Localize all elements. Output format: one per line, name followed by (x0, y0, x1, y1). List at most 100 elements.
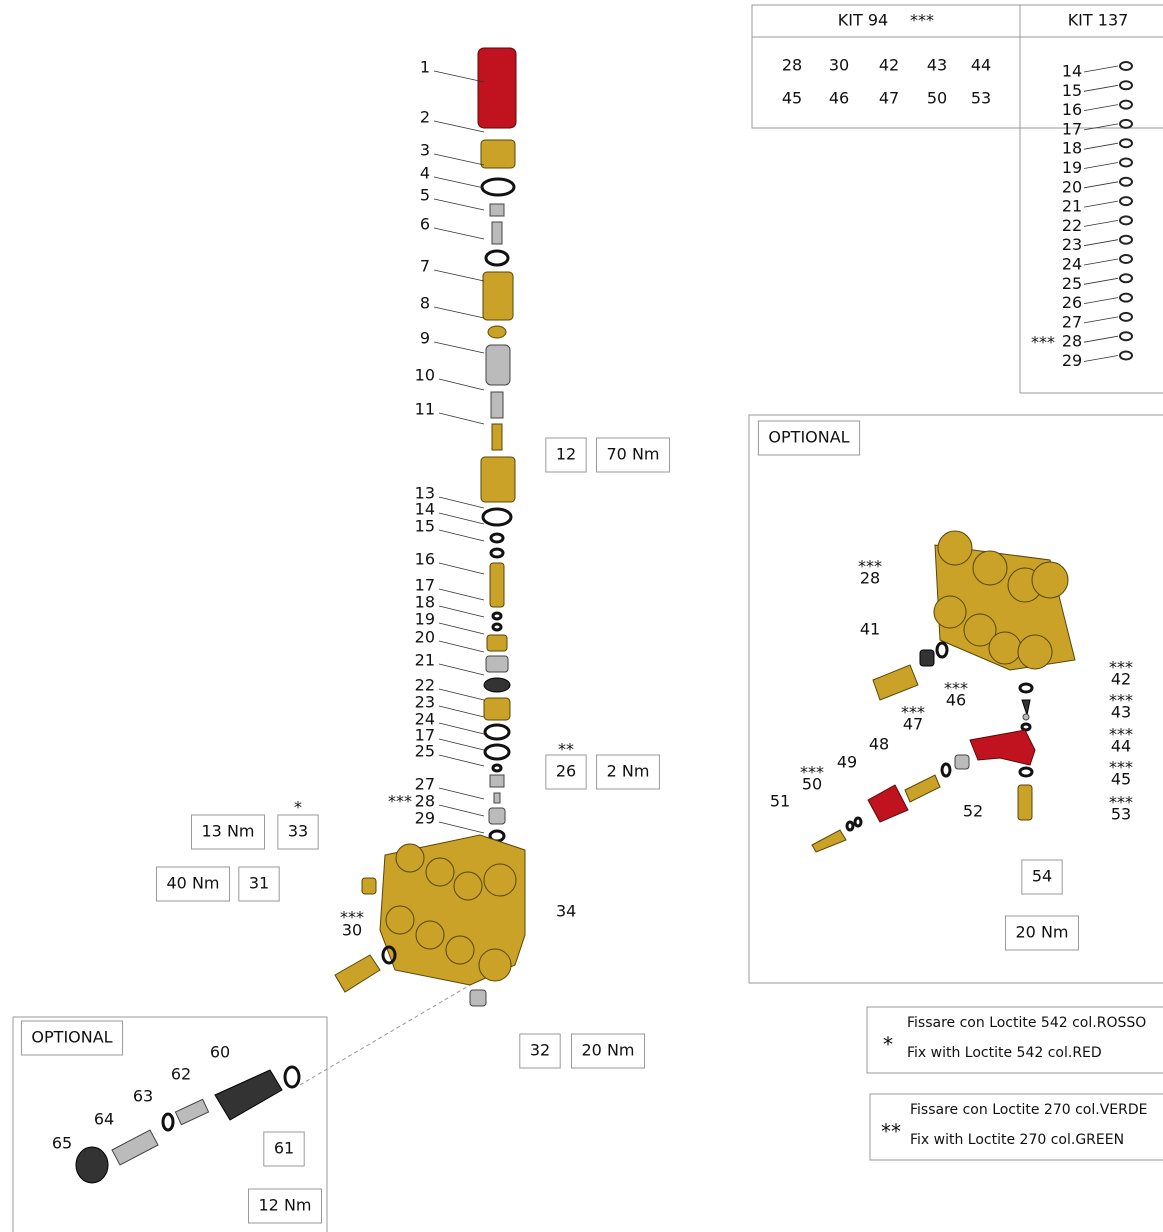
kit-item: 45 (782, 89, 802, 108)
kit-item: 42 (879, 56, 899, 75)
callout-label: 23 (415, 693, 435, 712)
callout-label: 65 (52, 1134, 72, 1153)
callout-label: *** (1109, 658, 1133, 677)
callout-label: 18 (415, 593, 435, 612)
parts (75, 47, 1076, 1184)
label-box (757, 420, 861, 456)
kit-item: 22 (1062, 216, 1082, 235)
callout-label: 24 (415, 710, 435, 729)
note-text: Fix with Loctite 270 col.GREEN (910, 1132, 1124, 1148)
callout-label: *** (340, 908, 364, 927)
label-box (596, 754, 660, 790)
kit-part (1119, 80, 1133, 91)
label-box (571, 1033, 645, 1069)
boxed-label: 32 (530, 1041, 550, 1060)
leader-line (438, 738, 485, 751)
kit-item: 27 (1062, 312, 1082, 331)
callout-label: 17 (415, 576, 435, 595)
leader-line (1083, 316, 1119, 324)
kit-item: 25 (1062, 274, 1082, 293)
kit-item: 44 (971, 56, 991, 75)
kit-item: 14 (1062, 62, 1082, 81)
callout-label: 17 (415, 726, 435, 745)
kit-item: 43 (927, 56, 947, 75)
callout-label: 27 (415, 775, 435, 794)
label-box (156, 866, 230, 902)
leader-line (438, 378, 485, 391)
leader-line (1083, 104, 1119, 111)
leader-line (1083, 239, 1119, 247)
callout-label: 15 (415, 517, 435, 536)
callout-label: 47 (903, 715, 923, 734)
leader-line (1083, 335, 1119, 343)
kit-item: 50 (927, 89, 947, 108)
boxed-label: 13 Nm (202, 822, 255, 841)
leader-line (438, 821, 485, 834)
leader-line (438, 588, 485, 601)
callout-label: *** (1109, 725, 1133, 744)
label-box (596, 437, 670, 473)
callout-label: 51 (770, 792, 790, 811)
label-box (545, 437, 587, 473)
kit-mark: *** (910, 11, 934, 30)
boxed-label: 26 (556, 762, 576, 781)
boxed-label: 54 (1032, 867, 1052, 886)
kit-item: 28 (782, 56, 802, 75)
leader-line (1083, 162, 1119, 169)
callout-label: 22 (415, 676, 435, 695)
leader-line (433, 269, 485, 282)
kit-part (1119, 138, 1133, 149)
callout-label: * (294, 798, 302, 817)
callout-label: 1 (420, 58, 430, 77)
callout-label: 5 (420, 186, 430, 205)
callout-label: *** (800, 763, 824, 782)
label-box (248, 1188, 322, 1224)
kit-item: 17 (1062, 119, 1082, 138)
leader-line (433, 306, 485, 319)
label-box (263, 1131, 305, 1167)
leader-line (438, 754, 485, 767)
kit-title: KIT 137 (1068, 11, 1129, 30)
boxed-label: OPTIONAL (768, 428, 849, 447)
callout-label: 9 (420, 329, 430, 348)
callout-label: 13 (415, 484, 435, 503)
callout-label: 46 (946, 691, 966, 710)
kit-part (1119, 118, 1133, 129)
callout-label: 42 (1111, 670, 1131, 689)
leader-line (1083, 258, 1119, 266)
boxed-label: 12 (556, 445, 576, 464)
boxed-label: 31 (249, 874, 269, 893)
leader-line (438, 529, 485, 542)
note-mark: ** (881, 1120, 901, 1144)
callout-label: *** (1109, 793, 1133, 812)
kit-item: 53 (971, 89, 991, 108)
callout-label: 50 (802, 775, 822, 794)
callout-label: 60 (210, 1043, 230, 1062)
kit-item: 30 (829, 56, 849, 75)
kit-part (1119, 99, 1133, 110)
boxed-label: 12 Nm (259, 1196, 312, 1215)
callout-label: 21 (415, 651, 435, 670)
callout-label: *** (1109, 691, 1133, 710)
kit-part (1119, 331, 1133, 342)
kit-part (1119, 196, 1133, 207)
callout-label: 14 (415, 500, 435, 519)
callout-label: 28 (860, 569, 880, 588)
callout-label: 28 (415, 792, 435, 811)
callout-label: 44 (1111, 737, 1131, 756)
leader-line (1083, 220, 1119, 227)
kit-part (1119, 292, 1133, 303)
leader-line (438, 663, 485, 676)
callout-label: 64 (94, 1110, 114, 1129)
callout-label: 6 (420, 215, 430, 234)
callout-label: 62 (171, 1065, 191, 1084)
boxed-label: 2 Nm (607, 762, 650, 781)
leader-line (1083, 142, 1119, 150)
kit-item: 28 (1062, 332, 1082, 351)
kit-part (1119, 176, 1133, 187)
callout-label: 8 (420, 294, 430, 313)
leader-line (1083, 181, 1119, 189)
leader-line (1083, 355, 1119, 362)
callout-label: 4 (420, 164, 430, 183)
leader-line (433, 227, 485, 240)
